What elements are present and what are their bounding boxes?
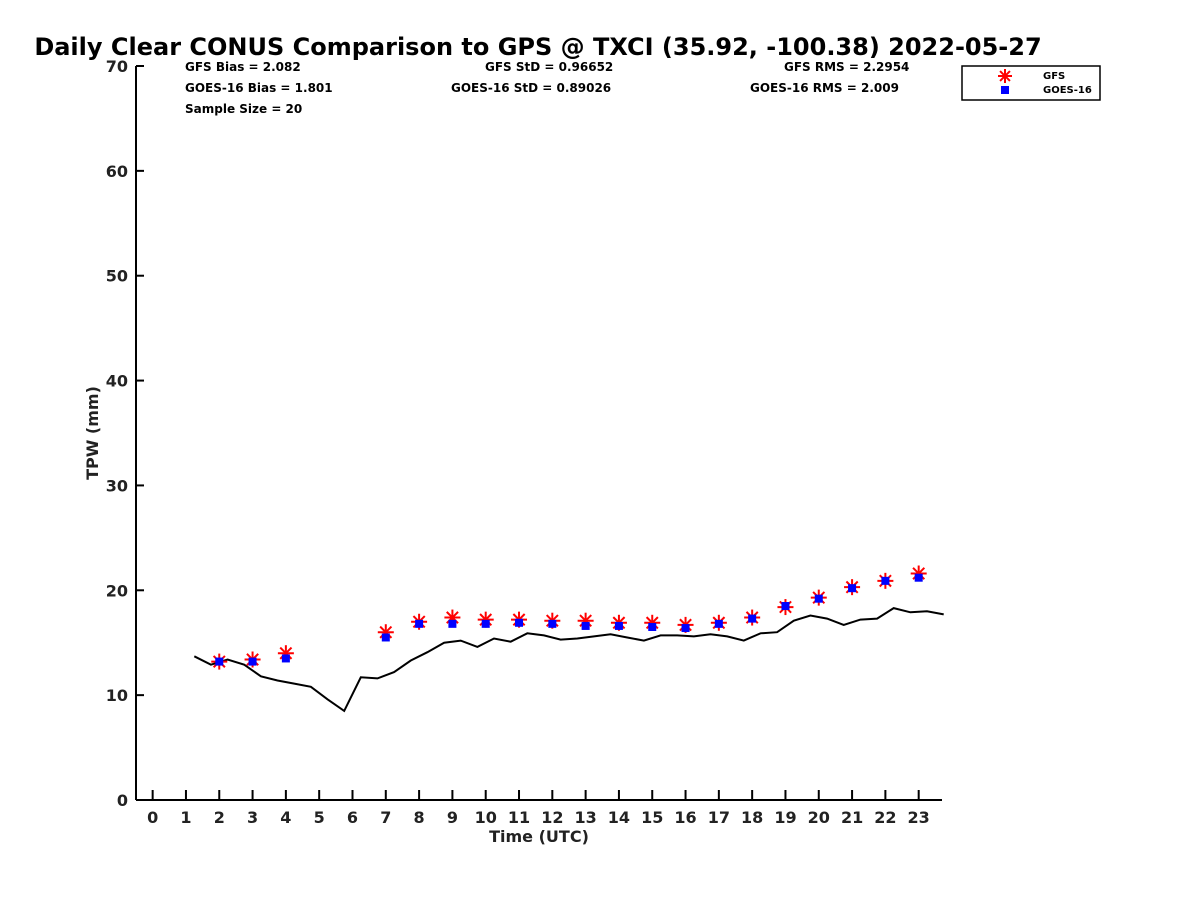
x-tick-label: 11 [508,808,530,827]
y-ticks: 0 10 20 30 40 50 60 70 [106,57,144,810]
x-tick-label: 0 [147,808,158,827]
goes-16-point [681,624,690,633]
stat-sample-size: Sample Size = 20 [185,102,302,116]
x-tick-label: 3 [247,808,258,827]
legend-gfs-marker [998,69,1012,83]
goes-16-point [714,619,723,628]
goes-16-point [515,618,524,627]
x-tick-label: 5 [314,808,325,827]
goes-16-point [548,619,557,628]
goes-16-point [648,622,657,631]
x-tick-label: 7 [380,808,391,827]
x-tick-label: 12 [541,808,563,827]
legend-goes-16-marker [1001,86,1009,94]
legend-label: GFS [1043,71,1065,82]
goes-16-point [781,602,790,611]
x-tick-label: 13 [574,808,596,827]
goes-16-point [814,594,823,603]
y-tick-label: 70 [106,57,128,76]
x-tick-label: 18 [741,808,763,827]
goes-16-point [481,619,490,628]
x-tick-label: 8 [414,808,425,827]
x-tick-label: 14 [608,808,630,827]
stat-goes-rms: GOES-16 RMS = 2.009 [750,81,899,95]
x-tick-label: 16 [674,808,696,827]
stat-gfs-bias: GFS Bias = 2.082 [185,60,301,74]
goes-16-point [581,621,590,630]
x-tick-label: 6 [347,808,358,827]
y-tick-label: 50 [106,267,128,286]
x-tick-label: 1 [180,808,191,827]
x-tick-label: 22 [874,808,896,827]
x-tick-label: 9 [447,808,458,827]
goes-16-point [748,614,757,623]
goes-16-point [448,619,457,628]
x-tick-label: 4 [280,808,291,827]
axes [135,66,942,801]
y-tick-label: 0 [117,791,128,810]
x-tick-label: 23 [908,808,930,827]
stats-block: GFS Bias = 2.082 GOES-16 Bias = 1.801 Sa… [185,60,909,116]
x-tick-label: 10 [475,808,497,827]
stat-gfs-std: GFS StD = 0.96652 [485,60,613,74]
stat-goes-std: GOES-16 StD = 0.89026 [451,81,611,95]
x-tick-label: 15 [641,808,663,827]
plot-area [193,565,944,713]
goes-16-point [881,576,890,585]
stat-goes-bias: GOES-16 Bias = 1.801 [185,81,333,95]
goes-16-point [415,619,424,628]
x-axis-label: Time (UTC) [489,827,589,846]
y-tick-label: 30 [106,476,128,495]
legend-label: GOES-16 [1043,85,1092,96]
chart-title: Daily Clear CONUS Comparison to GPS @ TX… [34,33,1041,61]
y-axis-label: TPW (mm) [83,386,102,480]
goes-16-point [215,657,224,666]
goes-16-point [614,621,623,630]
y-tick-label: 10 [106,686,128,705]
goes-16-point [381,633,390,642]
goes-16-point [248,657,257,666]
x-ticks: 0 1 2 3 4 5 6 7 8 9 10 11 12 13 14 15 16 17 18 19 20 21 22 23 [147,790,930,827]
y-tick-label: 60 [106,162,128,181]
gps-tpw-line [193,607,944,713]
y-tick-label: 20 [106,581,128,600]
legend: GFS GOES-16 [961,65,1101,101]
goes-16-point [848,584,857,593]
x-tick-label: 20 [808,808,830,827]
y-tick-label: 40 [106,372,128,391]
x-tick-label: 2 [214,808,225,827]
x-tick-label: 19 [774,808,796,827]
goes-16-point [914,573,923,582]
x-tick-label: 17 [708,808,730,827]
goes-16-point [281,654,290,663]
stat-gfs-rms: GFS RMS = 2.2954 [784,60,909,74]
x-tick-label: 21 [841,808,863,827]
legend-box [961,65,1101,101]
